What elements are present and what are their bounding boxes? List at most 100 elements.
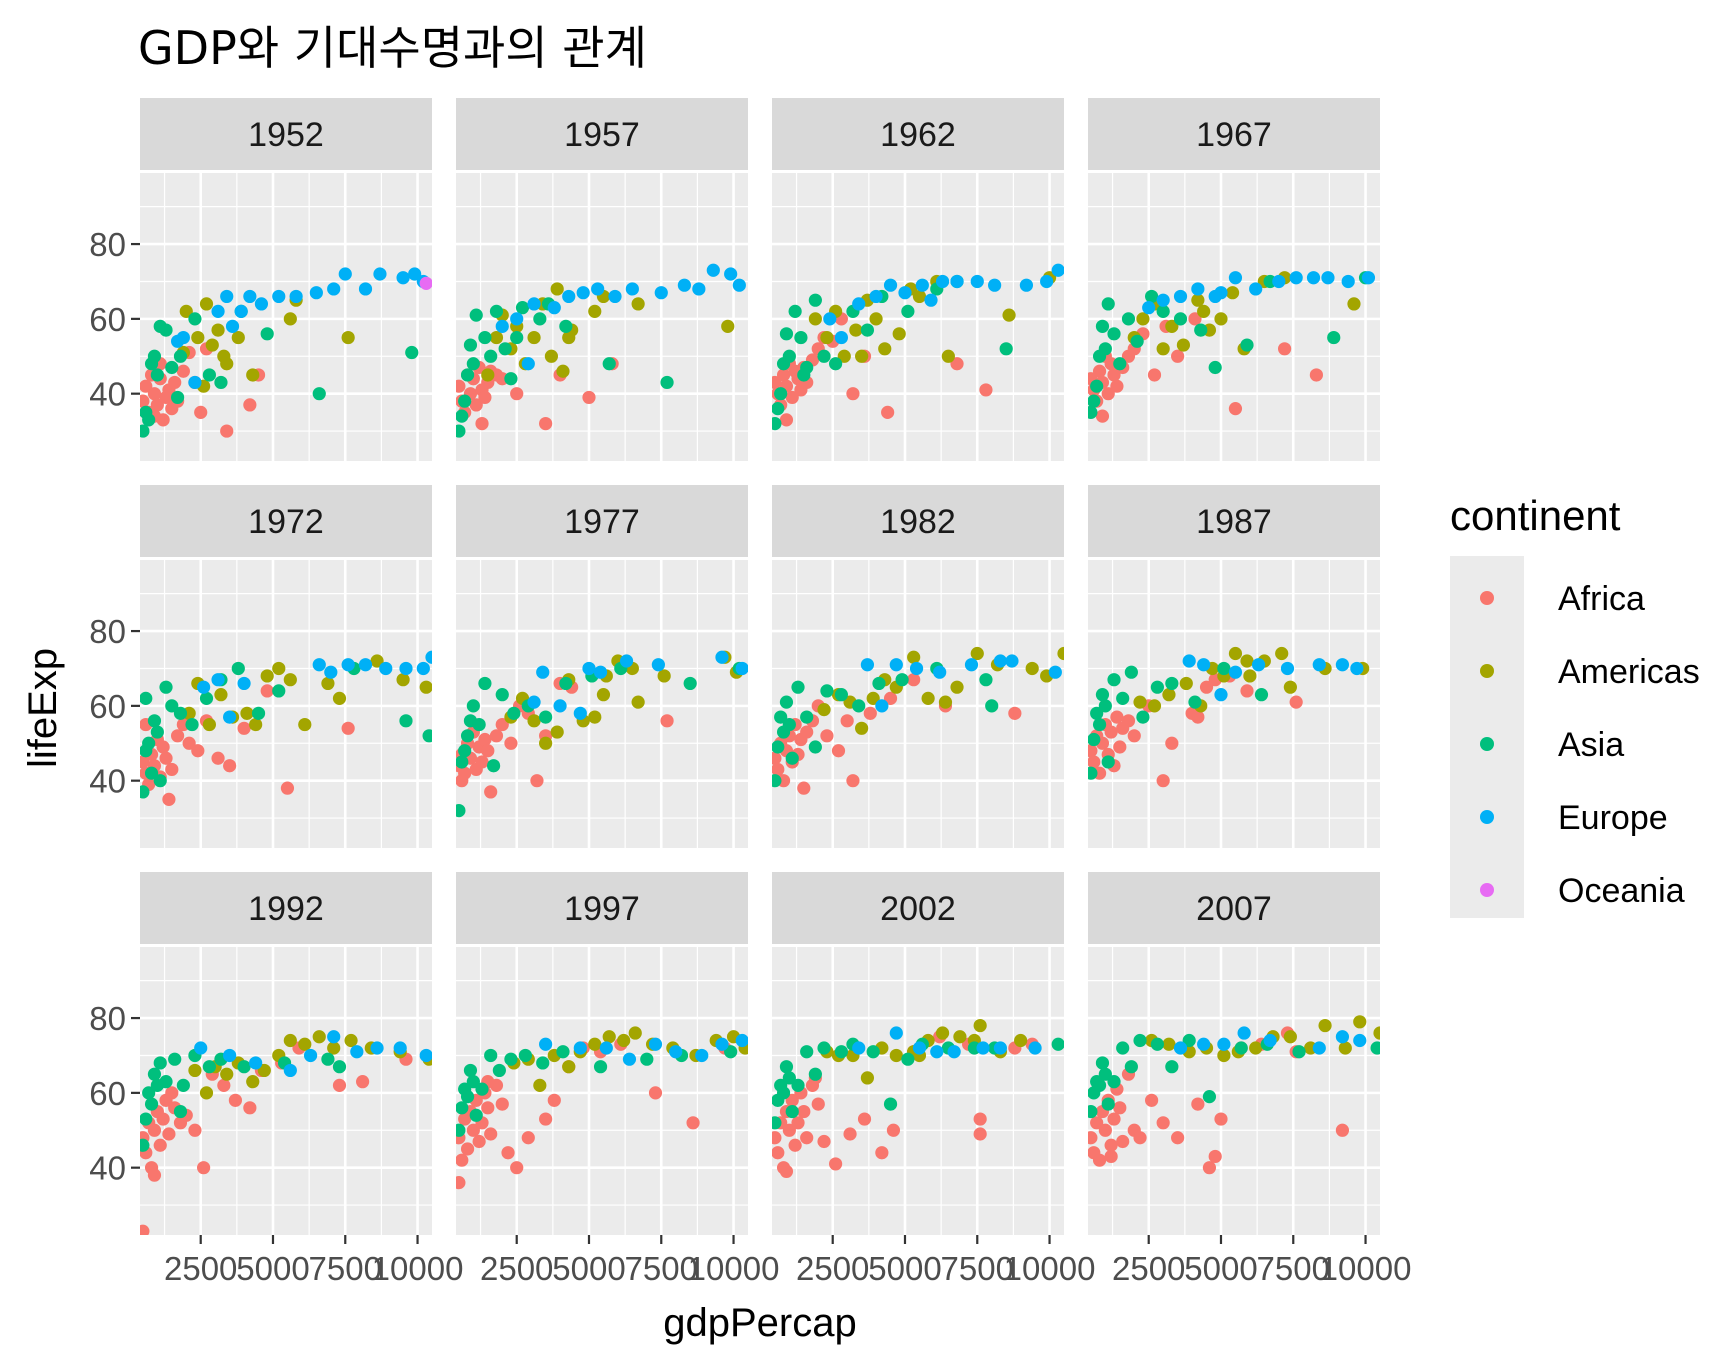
point-africa — [1191, 710, 1205, 724]
gridlines — [772, 947, 1064, 1235]
panel-background — [140, 947, 432, 1235]
point-americas — [1275, 646, 1289, 661]
point-asia — [460, 368, 475, 382]
point-americas — [191, 330, 205, 345]
point-asia — [518, 1048, 532, 1063]
x-tick-label: 5000 — [1184, 1250, 1257, 1287]
legend-key-europe — [1480, 810, 1494, 824]
point-europe — [211, 673, 225, 687]
point-africa — [1104, 725, 1118, 739]
point-europe — [1350, 661, 1364, 676]
point-asia — [260, 327, 274, 341]
point-africa — [260, 684, 274, 698]
point-africa — [478, 390, 492, 405]
point-americas — [1147, 699, 1162, 713]
point-asia — [272, 684, 286, 698]
point-asia — [852, 699, 866, 713]
point-asia — [791, 680, 805, 694]
x-tick-label: 7500 — [309, 1250, 382, 1287]
facet-label: 1957 — [564, 116, 640, 154]
point-asia — [1121, 312, 1136, 326]
point-africa — [817, 1134, 831, 1149]
x-tick-label: 10000 — [1320, 1250, 1412, 1287]
data-points — [1088, 646, 1370, 788]
point-europe — [373, 267, 387, 281]
point-americas — [188, 1063, 202, 1078]
point-asia — [533, 312, 547, 326]
point-africa — [1240, 684, 1254, 698]
point-africa — [1095, 409, 1110, 423]
point-americas — [1283, 680, 1297, 694]
point-asia — [144, 766, 159, 780]
point-europe — [370, 1041, 384, 1055]
point-asia — [1124, 665, 1138, 679]
point-americas — [370, 654, 384, 668]
point-asia — [173, 1104, 188, 1119]
point-americas — [912, 289, 927, 304]
point-africa — [176, 364, 190, 378]
point-americas — [817, 703, 831, 717]
point-asia — [774, 387, 788, 401]
point-asia — [466, 357, 480, 371]
point-africa — [153, 1138, 167, 1152]
point-asia — [165, 699, 179, 713]
x-tick-label: 2500 — [480, 1250, 553, 1287]
point-europe — [898, 286, 912, 300]
point-africa — [1214, 1112, 1228, 1126]
point-europe — [1353, 1033, 1367, 1048]
x-tick-label: 5000 — [868, 1250, 941, 1287]
point-americas — [562, 1060, 576, 1074]
point-asia — [1113, 357, 1127, 371]
point-asia — [478, 676, 492, 691]
legend-label-asia: Asia — [1558, 726, 1624, 764]
point-asia — [1156, 304, 1170, 318]
point-asia — [985, 699, 999, 713]
point-asia — [1136, 710, 1150, 724]
point-europe — [341, 658, 355, 672]
point-europe — [622, 1052, 637, 1066]
point-americas — [312, 1030, 326, 1044]
point-americas — [489, 330, 504, 345]
point-americas — [1228, 646, 1243, 661]
point-americas — [257, 1063, 271, 1078]
point-americas — [837, 349, 851, 363]
facet-strip — [1088, 485, 1380, 557]
point-asia — [456, 1101, 469, 1115]
point-africa — [1208, 1149, 1222, 1164]
point-asia — [1116, 691, 1130, 705]
point-europe — [732, 278, 746, 292]
point-africa — [228, 1093, 243, 1107]
point-africa — [140, 394, 150, 408]
point-africa — [1156, 774, 1170, 788]
point-asia — [724, 1045, 738, 1059]
point-europe — [1306, 271, 1321, 285]
point-asia — [1088, 732, 1101, 747]
point-europe — [669, 1045, 683, 1059]
point-asia — [1092, 717, 1107, 732]
legend-label-africa: Africa — [1558, 580, 1645, 618]
point-americas — [179, 304, 193, 318]
point-americas — [1353, 1015, 1367, 1029]
point-europe — [223, 710, 237, 724]
point-europe — [1263, 1033, 1277, 1048]
point-asia — [1098, 699, 1112, 713]
point-asia — [460, 1090, 475, 1104]
point-americas — [938, 695, 953, 709]
point-europe — [625, 282, 639, 296]
point-europe — [970, 274, 984, 289]
point-americas — [1240, 654, 1254, 668]
point-africa — [648, 1086, 663, 1100]
point-asia — [817, 1041, 831, 1055]
point-europe — [883, 278, 898, 292]
point-africa — [539, 416, 553, 431]
point-asia — [1327, 330, 1341, 345]
point-asia — [150, 725, 164, 739]
data-points — [140, 650, 432, 806]
point-asia — [159, 1075, 173, 1089]
point-americas — [866, 691, 880, 705]
point-asia — [1173, 312, 1188, 326]
point-europe — [715, 650, 729, 664]
point-americas — [481, 368, 495, 382]
point-asia — [214, 375, 228, 390]
point-asia — [1150, 1037, 1164, 1051]
